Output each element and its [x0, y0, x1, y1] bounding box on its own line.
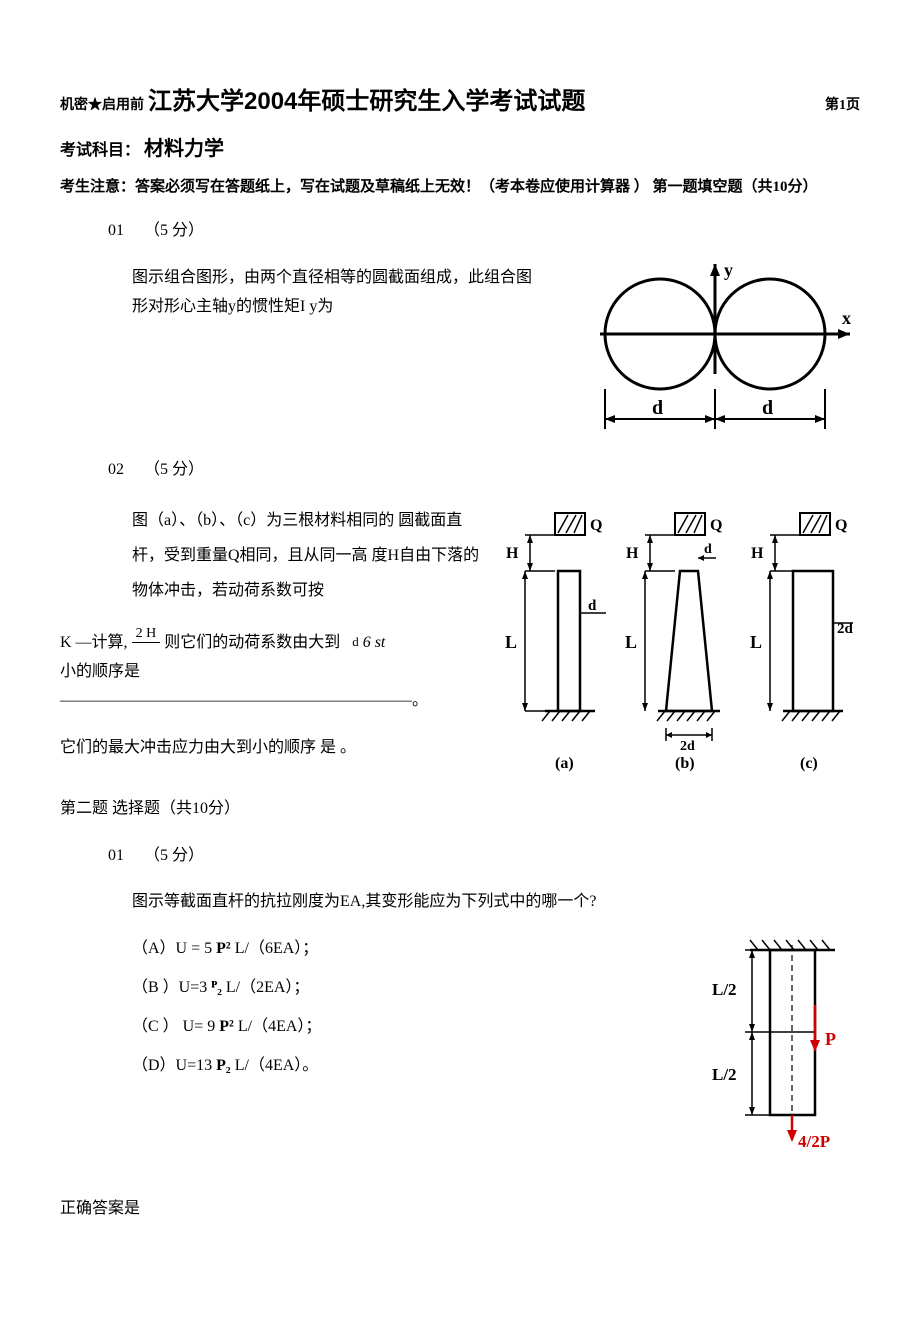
- fig2-b: Q H d L: [625, 513, 722, 772]
- q1-02-intro: 图（a）、（b）、（c）为三根材料相同的 圆截面直杆，受到重量Q相同，且从同一高…: [60, 503, 480, 609]
- svg-text:Q: Q: [590, 517, 602, 534]
- q2-01-text: 图示等截面直杆的抗拉刚度为EA,其变形能应为下列式中的哪一个?: [60, 888, 860, 917]
- exam-title: 江苏大学2004年硕士研究生入学考试试题: [148, 88, 585, 115]
- svg-text:H: H: [506, 545, 519, 562]
- q2-01-block: （A）U = 5 P² L/（6EA）； （B ）U=3 ᴾ₂ L/（2EA）；…: [60, 935, 860, 1165]
- d-label-2: d: [762, 397, 773, 419]
- fig2-c: Q H 2d L: [750, 513, 854, 772]
- q1-01-header: 01 （5 分）: [60, 217, 860, 246]
- svg-text:d: d: [704, 542, 712, 557]
- section2-title: 第二题 选择题（共10分）: [60, 795, 860, 824]
- header-row: 机密★启用前 江苏大学2004年硕士研究生入学考试试题 第1页: [60, 80, 860, 123]
- svg-text:4/2P: 4/2P: [798, 1132, 830, 1151]
- q2-01-options: （A）U = 5 P² L/（6EA）； （B ）U=3 ᴾ₂ L/（2EA）；…: [60, 935, 700, 1090]
- svg-text:(b): (b): [675, 755, 695, 772]
- svg-text:L: L: [625, 632, 637, 652]
- subject-row: 考试科目： 材料力学: [60, 131, 860, 167]
- q1-02-line2: 小的顺序是 ——————————————————————。: [60, 658, 480, 716]
- q1-02-block: 图（a）、（b）、（c）为三根材料相同的 圆截面直杆，受到重量Q相同，且从同一高…: [60, 503, 860, 783]
- option-d: （D）U=13 P₂ L/（4EA）。: [60, 1052, 680, 1081]
- d-label-1: d: [652, 397, 663, 419]
- q1-01-num: 01: [108, 222, 124, 239]
- q1-02-line3: 它们的最大冲击应力由大到小的顺序 是 。: [60, 734, 480, 763]
- svg-text:H: H: [751, 545, 764, 562]
- confidential-prefix: 机密★启用前: [60, 98, 144, 113]
- option-a: （A）U = 5 P² L/（6EA）；: [60, 935, 680, 964]
- page-number: 第1页: [825, 93, 860, 118]
- svg-text:H: H: [626, 545, 639, 562]
- figure-3: L/2 L/2 P 4/2P: [700, 935, 860, 1165]
- q1-02-points: （5 分）: [144, 461, 204, 478]
- q2-01-num: 01: [108, 847, 124, 864]
- q1-01-text: 图示组合图形，由两个直径相等的圆截面组成，此组合图形对形心主轴y的惯性矩I y为: [60, 264, 560, 322]
- q1-02-text-col: 图（a）、（b）、（c）为三根材料相同的 圆截面直杆，受到重量Q相同，且从同一高…: [60, 503, 500, 781]
- svg-text:L: L: [750, 632, 762, 652]
- formula-mid: 则它们的动荷系数由大到: [164, 633, 340, 652]
- q1-02-header: 02 （5 分）: [60, 456, 860, 485]
- svg-text:Q: Q: [835, 517, 847, 534]
- y-axis-label: y: [724, 264, 733, 280]
- notice-text: 考生注意：答案必须写在答题纸上，写在试题及草稿纸上无效！（考本卷应使用计算器 ）…: [60, 175, 860, 199]
- svg-text:(c): (c): [800, 755, 818, 772]
- subject-label: 考试科目：: [60, 142, 140, 159]
- svg-text:d: d: [588, 598, 597, 614]
- svg-text:2d: 2d: [680, 739, 695, 754]
- q1-01-block: 图示组合图形，由两个直径相等的圆截面组成，此组合图形对形心主轴y的惯性矩I y为…: [60, 264, 860, 444]
- svg-text:L/2: L/2: [712, 1065, 737, 1084]
- svg-text:L: L: [505, 632, 517, 652]
- answer-label: 正确答案是: [60, 1195, 860, 1224]
- q2-01-header: 01 （5 分）: [60, 842, 860, 871]
- fig2-a: Q H d: [505, 513, 606, 772]
- exam-page: 机密★启用前 江苏大学2004年硕士研究生入学考试试题 第1页 考试科目： 材料…: [0, 40, 920, 1282]
- subject-name: 材料力学: [144, 138, 224, 160]
- header-left: 机密★启用前 江苏大学2004年硕士研究生入学考试试题: [60, 80, 585, 123]
- svg-text:P: P: [825, 1029, 836, 1049]
- formula-frac: 2 H: [132, 626, 161, 658]
- formula-tail: 6 st: [363, 633, 386, 652]
- svg-text:Q: Q: [710, 517, 722, 534]
- option-b: （B ）U=3 ᴾ₂ L/（2EA）；: [60, 974, 680, 1003]
- formula-d: d: [352, 634, 359, 650]
- q2-01-points: （5 分）: [144, 847, 204, 864]
- figure-1: y x d d: [560, 264, 860, 444]
- svg-text:L/2: L/2: [712, 980, 737, 999]
- x-axis-label: x: [842, 308, 851, 328]
- formula-left: K —计算,: [60, 633, 128, 652]
- option-c: （C ） U= 9 P² L/（4EA）；: [60, 1013, 680, 1042]
- figure-2: Q H d: [500, 503, 860, 783]
- q1-02-formula: K —计算, 2 H 则它们的动荷系数由大到 d 6 st: [60, 626, 480, 658]
- svg-text:(a): (a): [555, 755, 574, 772]
- q1-01-points: （5 分）: [144, 222, 204, 239]
- q1-02-num: 02: [108, 461, 124, 478]
